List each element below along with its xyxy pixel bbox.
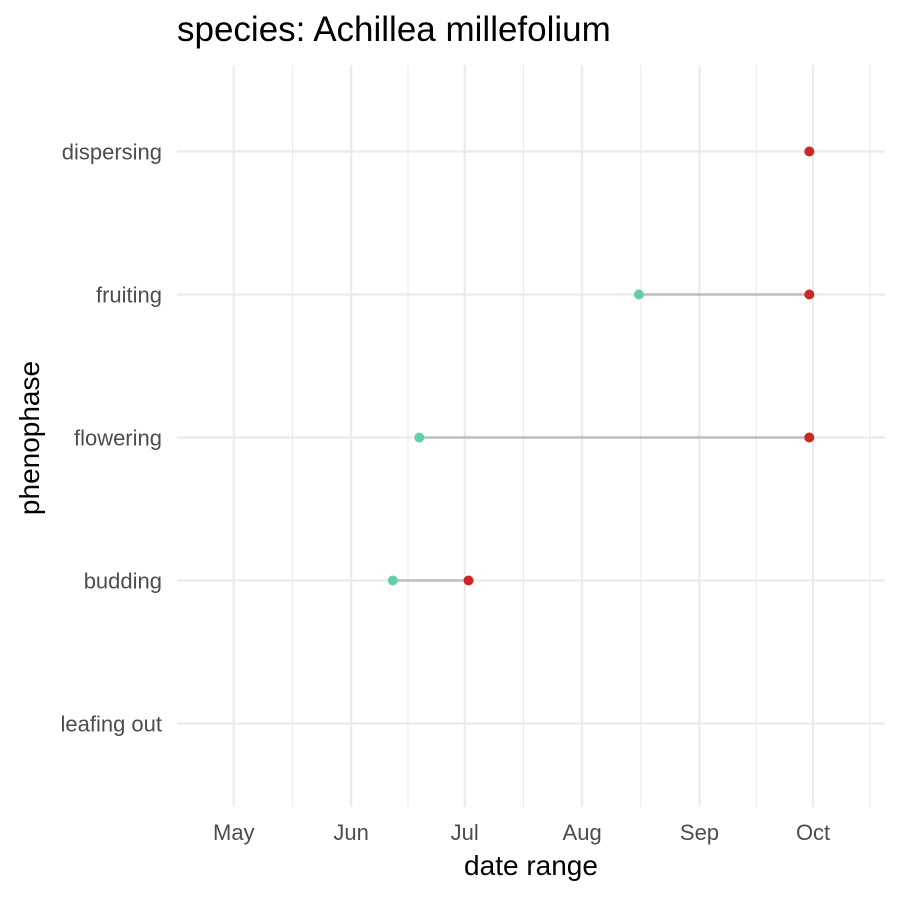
x-tick-labels: May Jun Jul Aug Sep Oct — [213, 820, 830, 845]
start-point — [414, 432, 425, 443]
end-point — [804, 432, 815, 443]
x-tick-label: Sep — [680, 820, 719, 845]
y-tick-label: fruiting — [96, 283, 162, 308]
start-point — [633, 289, 644, 300]
x-tick-label: May — [213, 820, 255, 845]
y-tick-labels: leafing out budding flowering fruiting dispe… — [60, 140, 162, 737]
y-tick-label: dispersing — [62, 140, 162, 165]
x-tick-label: Aug — [563, 820, 602, 845]
data-marks — [387, 146, 815, 586]
start-point — [387, 575, 398, 586]
chart-title: species: Achillea millefolium — [177, 10, 611, 49]
y-axis-label: phenophase — [14, 360, 45, 516]
x-axis-label: date range — [464, 850, 598, 881]
x-tick-label: Oct — [796, 820, 830, 845]
y-tick-label: budding — [84, 569, 162, 594]
end-point — [804, 289, 815, 300]
grid-layer — [177, 65, 885, 807]
end-point — [804, 146, 815, 157]
x-tick-label: Jun — [333, 820, 368, 845]
y-tick-label: leafing out — [60, 712, 162, 737]
x-tick-label: Jul — [451, 820, 479, 845]
y-tick-label: flowering — [74, 426, 162, 451]
end-point — [463, 575, 474, 586]
